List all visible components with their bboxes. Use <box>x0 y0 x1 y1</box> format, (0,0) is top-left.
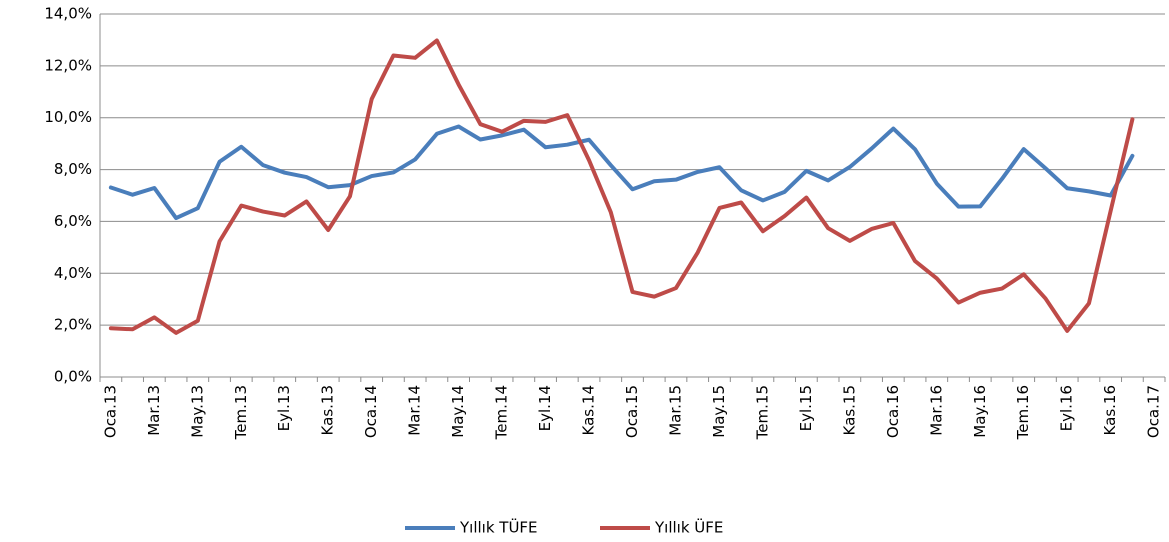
y-tick-label: 10,0% <box>44 108 92 126</box>
y-tick-label: 4,0% <box>54 264 92 282</box>
y-tick-label: 8,0% <box>54 160 92 178</box>
x-tick-label: Eyl.14 <box>536 385 554 431</box>
x-tick-label: Oca.14 <box>362 385 380 438</box>
x-tick-label: Tem.16 <box>1014 385 1032 440</box>
x-tick-label: Eyl.13 <box>275 385 293 431</box>
x-tick-label: Mar.14 <box>406 385 424 436</box>
series-line <box>108 124 1135 221</box>
series-line <box>108 38 1135 335</box>
x-tick-label: Oca.15 <box>623 385 641 438</box>
x-tick-label: May.16 <box>971 385 989 438</box>
x-tick-label: Kas.15 <box>840 385 858 435</box>
x-tick-label: Mar.13 <box>145 385 163 436</box>
y-tick-label: 6,0% <box>54 212 92 230</box>
legend-label: Yıllık ÜFE <box>654 518 723 537</box>
x-tick-label: May.15 <box>710 385 728 438</box>
x-tick-label: Tem.14 <box>493 385 511 440</box>
x-tick-label: Oca.13 <box>101 385 119 438</box>
x-tick-label: Tem.13 <box>232 385 250 440</box>
x-tick-label: May.13 <box>188 385 206 438</box>
y-tick-label: 14,0% <box>44 5 92 23</box>
x-tick-label: Kas.14 <box>580 385 598 435</box>
x-tick-label: Kas.16 <box>1101 385 1119 435</box>
x-tick-label: Eyl.15 <box>797 385 815 431</box>
x-tick-label: Tem.15 <box>753 385 771 440</box>
y-tick-label: 0,0% <box>54 368 92 386</box>
x-tick-label: Kas.13 <box>319 385 337 435</box>
x-tick-label: Eyl.16 <box>1058 385 1076 431</box>
x-tick-label: Oca.16 <box>884 385 902 438</box>
x-tick-label: Mar.16 <box>927 385 945 436</box>
y-tick-label: 12,0% <box>44 56 92 74</box>
x-tick-label: Oca.17 <box>1145 385 1163 438</box>
legend-label: Yıllık TÜFE <box>459 518 538 537</box>
x-tick-label: Mar.15 <box>666 385 684 436</box>
y-tick-label: 2,0% <box>54 316 92 334</box>
x-tick-label: May.14 <box>449 385 467 438</box>
